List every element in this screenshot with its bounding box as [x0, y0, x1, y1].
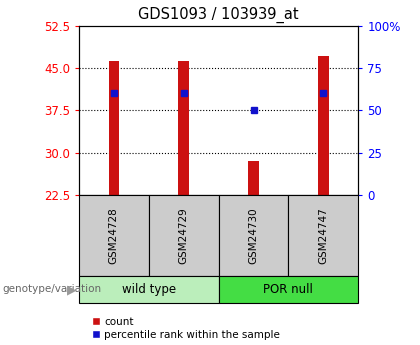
Bar — [318, 56, 328, 195]
Bar — [178, 61, 189, 195]
Text: genotype/variation: genotype/variation — [2, 285, 101, 294]
Title: GDS1093 / 103939_at: GDS1093 / 103939_at — [138, 7, 299, 23]
Text: GSM24730: GSM24730 — [249, 207, 259, 264]
Text: ▶: ▶ — [67, 283, 77, 296]
Text: POR null: POR null — [263, 283, 313, 296]
Text: GSM24747: GSM24747 — [318, 207, 328, 264]
Text: GSM24728: GSM24728 — [109, 207, 119, 264]
Text: GSM24729: GSM24729 — [178, 207, 189, 264]
Bar — [109, 61, 119, 195]
Text: wild type: wild type — [122, 283, 176, 296]
Legend: count, percentile rank within the sample: count, percentile rank within the sample — [92, 317, 280, 340]
Bar — [248, 160, 259, 195]
